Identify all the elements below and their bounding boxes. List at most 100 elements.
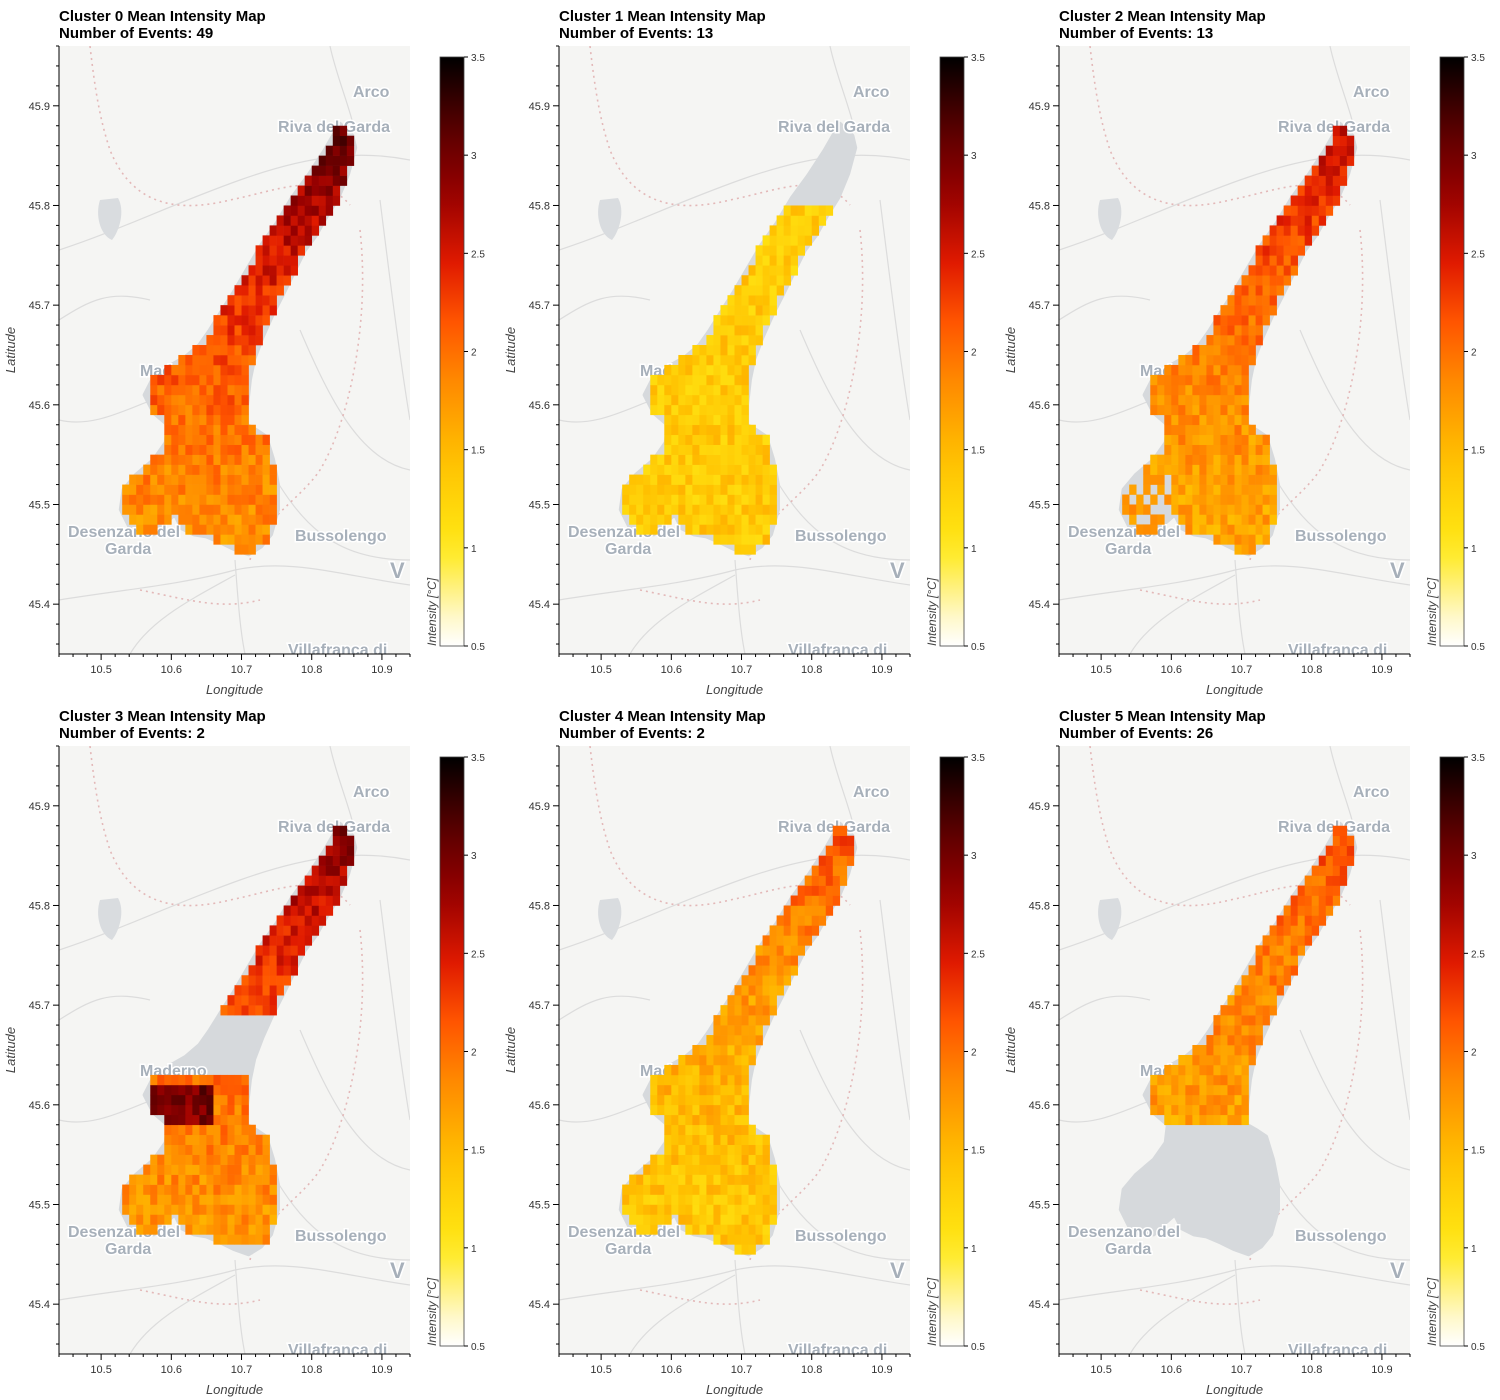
colorbar[interactable]: [1439, 756, 1465, 1347]
heatmap-cell: [157, 384, 165, 396]
heatmap-cell: [769, 965, 777, 976]
heatmap-cell: [157, 394, 165, 406]
map-label: Garda: [1105, 1241, 1151, 1258]
road: [769, 469, 910, 561]
heatmap-cell: [706, 364, 714, 376]
heatmap-cell: [255, 995, 263, 1006]
heatmap-cell: [762, 1015, 770, 1026]
heatmap-cell: [1311, 895, 1320, 906]
heatmap-cell: [741, 384, 749, 396]
heatmap-cell: [741, 1035, 749, 1046]
x-tick-label: 10.6: [1161, 1364, 1182, 1376]
heatmap-cell: [178, 404, 186, 416]
heatmap-cell: [1164, 374, 1172, 386]
heatmap-cell: [269, 1164, 277, 1175]
heatmap-cell: [206, 494, 214, 505]
colorbar[interactable]: [439, 56, 465, 647]
heatmap-cell: [1220, 1015, 1228, 1026]
heatmap-cell: [206, 454, 214, 465]
heatmap-cell: [290, 905, 298, 916]
road: [299, 329, 410, 471]
heatmap-cell: [741, 1104, 749, 1116]
heatmap-cell: [269, 235, 277, 246]
heatmap-cell: [1255, 255, 1263, 266]
colorbar[interactable]: [439, 756, 465, 1347]
heatmap-cell: [339, 165, 348, 176]
heatmap-cell: [297, 925, 305, 936]
heatmap-cell: [150, 504, 158, 515]
heatmap-cell: [713, 494, 721, 505]
heatmap-cell: [185, 384, 193, 396]
heatmap-cell: [741, 364, 749, 376]
heatmap-cell: [227, 1134, 235, 1145]
heatmap-cell: [227, 995, 235, 1006]
heatmap-cell: [262, 255, 270, 266]
heatmap-cell: [692, 1074, 700, 1086]
y-tick-label: 45.4: [529, 599, 550, 611]
heatmap-cell: [741, 325, 749, 336]
heatmap-cell: [762, 454, 770, 465]
heatmap-cell: [227, 474, 235, 485]
heatmap-cell: [234, 484, 242, 495]
heatmap-cell: [164, 1124, 172, 1136]
heatmap-cell: [318, 895, 327, 906]
heatmap-cell: [234, 1134, 242, 1145]
heatmap-cell: [1150, 1094, 1158, 1106]
heatmap-cell: [727, 1074, 735, 1086]
heatmap-cell: [220, 345, 228, 356]
heatmap-cell: [220, 1114, 228, 1126]
heatmap-cell: [276, 265, 284, 276]
heatmap-cell: [325, 165, 334, 176]
heatmap-cell: [734, 1174, 742, 1185]
heatmap-cell: [1255, 1015, 1263, 1026]
heatmap-cell: [192, 524, 200, 535]
heatmap-cell: [220, 1104, 228, 1116]
heatmap-cell: [1192, 1074, 1200, 1086]
heatmap-cell: [727, 995, 735, 1006]
colorbar[interactable]: [939, 56, 965, 647]
heatmap-cell: [269, 474, 277, 485]
heatmap-cell: [762, 1214, 770, 1225]
road: [1269, 469, 1410, 561]
heatmap-cell: [1171, 494, 1179, 505]
heatmap-cell: [1199, 374, 1207, 386]
heatmap-cell: [241, 534, 249, 545]
heatmap-cell: [1164, 1094, 1172, 1106]
heatmap-cell: [699, 514, 707, 525]
heatmap-cell: [797, 925, 805, 936]
heatmap-cell: [762, 1194, 770, 1205]
heatmap-cell: [713, 524, 721, 535]
heatmap-cell: [192, 514, 200, 525]
heatmap-cell: [297, 225, 305, 236]
heatmap-cell: [234, 1204, 242, 1215]
heatmap-cell: [157, 514, 165, 525]
heatmap-cell: [122, 504, 130, 515]
heatmap-cell: [150, 484, 158, 495]
heatmap-cell: [1325, 865, 1334, 876]
heatmap-cell: [199, 1134, 207, 1145]
map-label: Arco: [853, 784, 890, 801]
heatmap-cell: [699, 384, 707, 396]
heatmap-cell: [1178, 464, 1186, 475]
heatmap-cell: [818, 875, 827, 886]
heatmap-cell: [1297, 185, 1305, 196]
heatmap-cell: [248, 985, 256, 996]
heatmap-cell: [804, 235, 813, 246]
heatmap-cell: [1325, 155, 1334, 166]
heatmap-cell: [664, 504, 672, 515]
heatmap-cell: [699, 1104, 707, 1116]
heatmap-cell: [339, 175, 348, 186]
heatmap-cell: [657, 494, 665, 505]
heatmap-cell: [241, 315, 249, 326]
heatmap-cell: [706, 1184, 714, 1195]
colorbar[interactable]: [1439, 56, 1465, 647]
heatmap-cell: [227, 1124, 235, 1136]
colorbar[interactable]: [939, 756, 965, 1347]
heatmap-cell: [664, 1114, 672, 1126]
heatmap-cell: [171, 364, 179, 376]
heatmap-cell: [762, 255, 770, 266]
heatmap-cell: [171, 424, 179, 436]
heatmap-cell: [213, 335, 221, 346]
heatmap-cell: [762, 1144, 770, 1155]
